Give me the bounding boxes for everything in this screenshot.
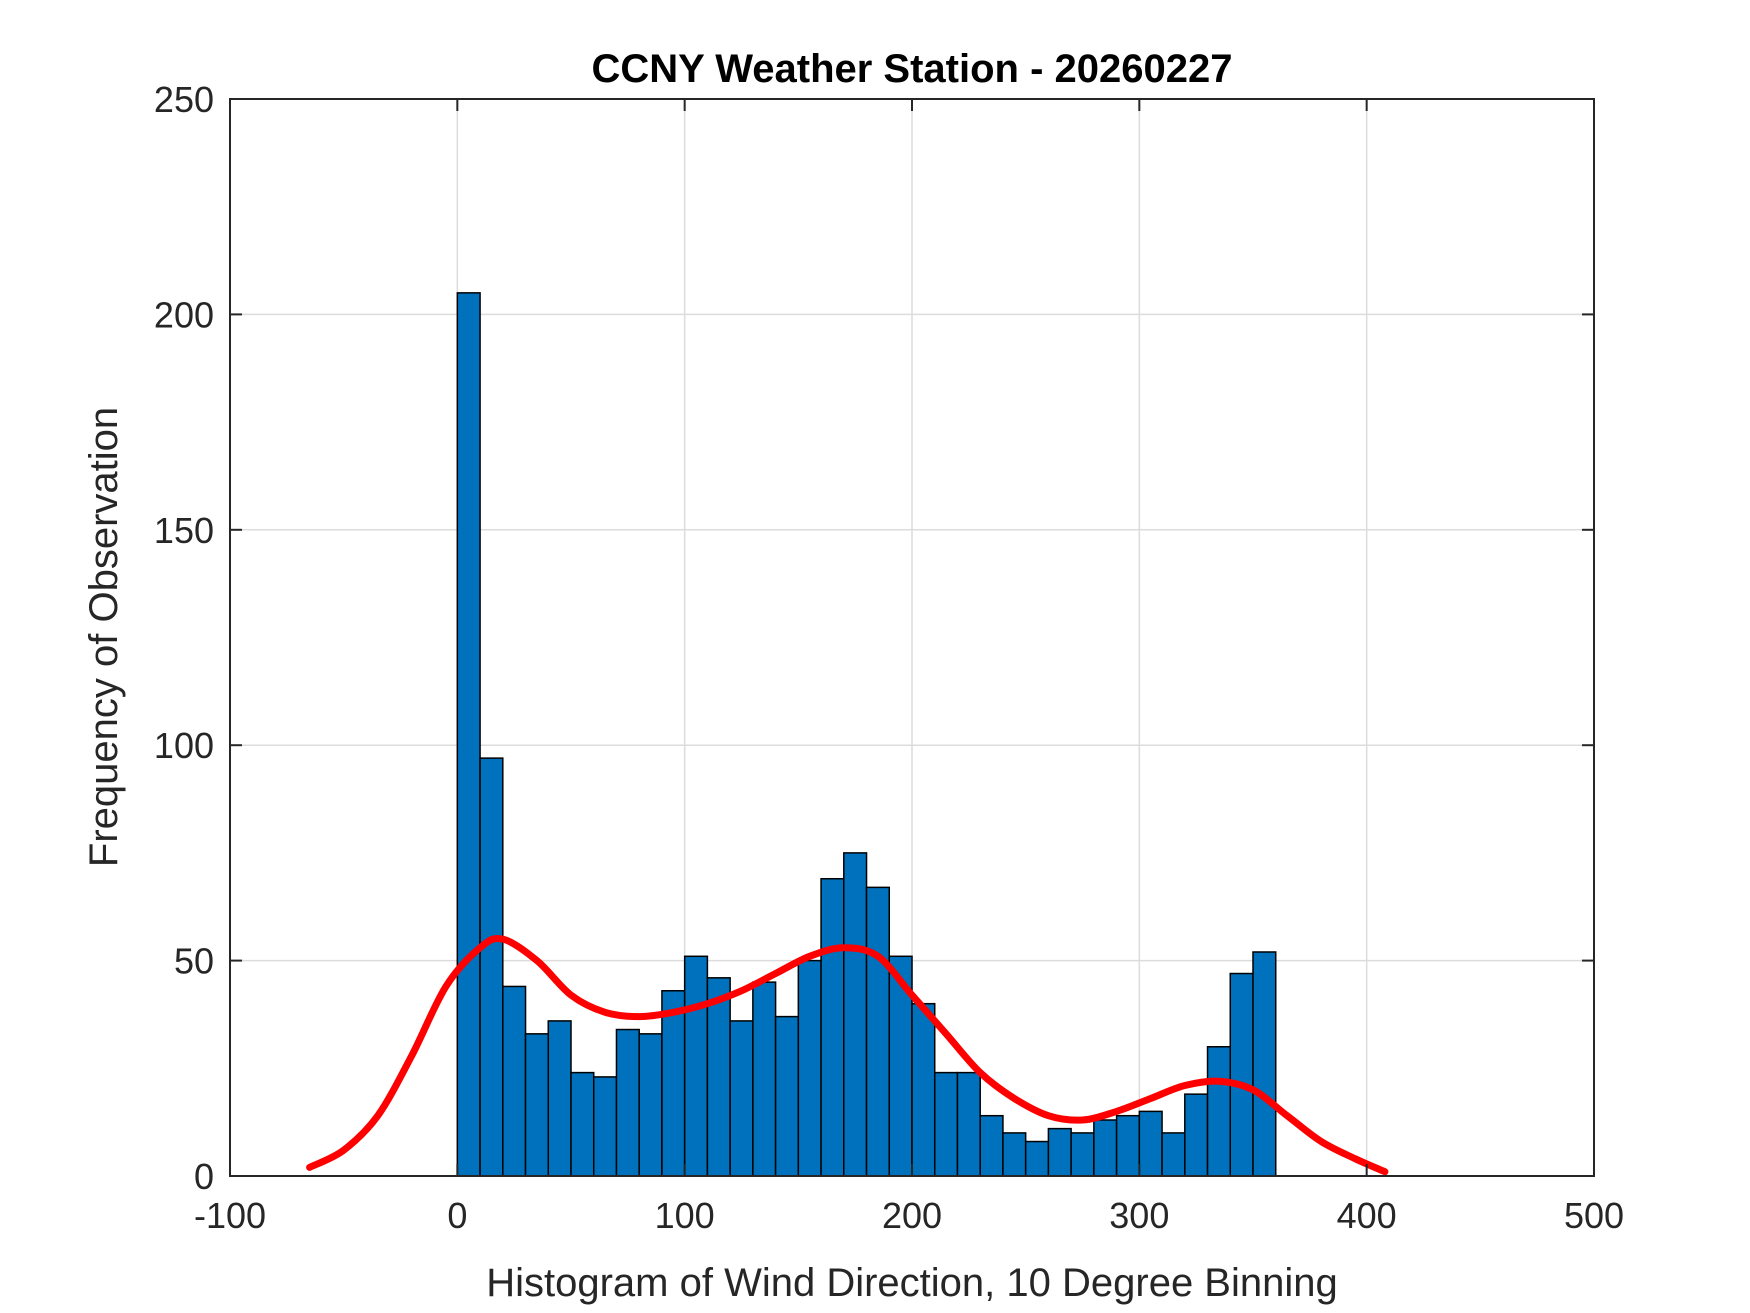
histogram-bar: [683, 955, 709, 1177]
histogram-bar: [615, 1028, 640, 1177]
histogram-bar: [752, 981, 777, 1177]
x-tick-label: 300: [1109, 1195, 1169, 1236]
histogram-bar: [933, 1071, 959, 1177]
histogram-bar: [638, 1033, 663, 1177]
histogram-bar: [865, 886, 891, 1177]
histogram-bar: [911, 1002, 936, 1177]
y-axis-label: Frequency of Observation: [82, 407, 126, 867]
histogram-bar: [661, 990, 686, 1177]
histogram-bar: [820, 877, 845, 1177]
x-axis-label: Histogram of Wind Direction, 10 Degree B…: [486, 1261, 1338, 1305]
x-tick-label: -100: [194, 1195, 266, 1236]
histogram-bar: [729, 1020, 754, 1177]
histogram-bar: [524, 1033, 550, 1177]
y-tick-label: 250: [154, 79, 214, 120]
histogram-bar: [956, 1071, 981, 1177]
histogram-bar: [1161, 1132, 1186, 1177]
histogram-bar: [843, 852, 868, 1177]
histogram-bar: [570, 1071, 595, 1177]
chart-title: CCNY Weather Station - 20260227: [592, 47, 1233, 91]
histogram-bar: [1206, 1046, 1232, 1177]
x-tick-label: 200: [882, 1195, 942, 1236]
y-tick-label: 100: [154, 725, 214, 766]
histogram-bar: [1093, 1119, 1118, 1177]
y-tick-label: 0: [194, 1156, 214, 1197]
histogram-bar: [1229, 972, 1254, 1177]
y-tick-labels: 0 50 100 150 200 250: [154, 79, 214, 1197]
histogram-bar: [456, 292, 481, 1177]
histogram-bar: [592, 1076, 618, 1177]
histogram-bar: [797, 959, 822, 1177]
histogram-bar: [547, 1020, 572, 1177]
x-tick-labels: -100 0 100 200 300 400 500: [194, 1195, 1624, 1236]
x-tick-label: 0: [447, 1195, 467, 1236]
histogram-bar: [1184, 1093, 1209, 1177]
y-tick-label: 200: [154, 294, 214, 335]
x-tick-label: 100: [655, 1195, 715, 1236]
histogram-bar: [774, 1015, 800, 1177]
histogram-bar: [706, 977, 731, 1177]
fit-curve: [306, 934, 1389, 1176]
histogram-bar: [1252, 951, 1277, 1177]
y-tick-label: 50: [174, 941, 214, 982]
histogram-bar: [1115, 1114, 1141, 1177]
histogram-bar: [479, 757, 504, 1177]
histogram-bar: [1002, 1132, 1027, 1177]
x-tick-label: 400: [1337, 1195, 1397, 1236]
histogram-bar: [979, 1114, 1004, 1177]
y-tick-label: 150: [154, 510, 214, 551]
histogram-bar: [1070, 1132, 1095, 1177]
histogram-bar: [502, 985, 527, 1177]
histogram-bar: [1138, 1110, 1163, 1177]
histogram-bar: [1024, 1140, 1050, 1177]
x-tick-label: 500: [1564, 1195, 1624, 1236]
histogram-bar: [1047, 1127, 1072, 1177]
tick-marks: [229, 98, 1595, 1177]
